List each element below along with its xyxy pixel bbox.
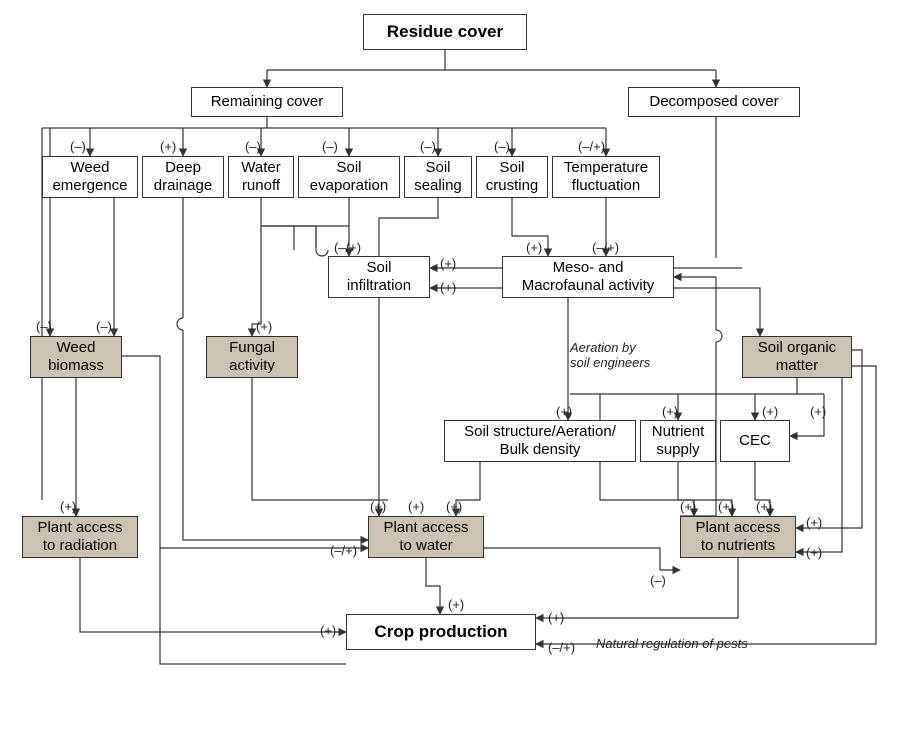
edge-label: (+) [662, 404, 678, 419]
edge-label: (+) [440, 280, 456, 295]
edge-label: (+) [448, 597, 464, 612]
edge-label: (+) [446, 499, 462, 514]
edge-label: (+) [806, 515, 822, 530]
node-plant-access-radiation: Plant accessto radiation [22, 516, 138, 558]
node-plant-access-water: Plant accessto water [368, 516, 484, 558]
edge-label: (+) [160, 139, 176, 154]
node-fungal-activity: Fungalactivity [206, 336, 298, 378]
edge-label: (–) [322, 139, 338, 154]
node-soil-structure: Soil structure/Aeration/Bulk density [444, 420, 636, 462]
node-decomposed-cover: Decomposed cover [628, 87, 800, 117]
edge-label: (–) [245, 139, 261, 154]
node-remaining-cover: Remaining cover [191, 87, 343, 117]
node-soil-crusting: Soilcrusting [476, 156, 548, 198]
edge-label: (+) [440, 256, 456, 271]
edge-label: (+) [806, 545, 822, 560]
edge-label: (+) [60, 499, 76, 514]
edge-label: (+) [320, 623, 336, 638]
edge-label: (–) [494, 139, 510, 154]
node-plant-access-nutrients: Plant accessto nutrients [680, 516, 796, 558]
edge-label: (–/+) [592, 240, 619, 255]
node-residue-cover: Residue cover [363, 14, 527, 50]
edge-label: (–) [420, 139, 436, 154]
edge-label: (–) [70, 139, 86, 154]
edge-label: (–/+) [578, 139, 605, 154]
node-weed-emergence: Weedemergence [42, 156, 138, 198]
node-deep-drainage: Deepdrainage [142, 156, 224, 198]
node-cec: CEC [720, 420, 790, 462]
edge-label: (+) [756, 499, 772, 514]
node-soil-evaporation: Soilevaporation [298, 156, 400, 198]
edge-label: (–/+) [330, 543, 357, 558]
annotation-aeration: Aeration bysoil engineers [570, 340, 650, 370]
edge-label: (+) [370, 499, 386, 514]
edge-label: (+) [548, 610, 564, 625]
node-mesofaunal-activity: Meso- andMacrofaunal activity [502, 256, 674, 298]
node-nutrient-supply: Nutrientsupply [640, 420, 716, 462]
node-soil-infiltration: Soilinfiltration [328, 256, 430, 298]
edge-label: (–) [650, 573, 666, 588]
edge-label: (+) [256, 319, 272, 334]
node-weed-biomass: Weedbiomass [30, 336, 122, 378]
edge-label: (+) [680, 499, 696, 514]
edge-label: (+) [408, 499, 424, 514]
annotation-pests: Natural regulation of pests [596, 636, 748, 651]
edge-label: (+) [762, 404, 778, 419]
edge-label: (+) [526, 240, 542, 255]
edge-label: (+) [810, 404, 826, 419]
node-soil-sealing: Soilsealing [404, 156, 472, 198]
edge-label: (–) [96, 319, 112, 334]
node-crop-production: Crop production [346, 614, 536, 650]
edge-label: (+) [718, 499, 734, 514]
edge-label: (–/+) [334, 240, 361, 255]
node-water-runoff: Waterrunoff [228, 156, 294, 198]
edge-label: (+) [556, 404, 572, 419]
edge-label: (–/+) [548, 640, 575, 655]
edge-label: (–) [36, 319, 52, 334]
node-temperature-fluctuation: Temperaturefluctuation [552, 156, 660, 198]
node-soil-organic-matter: Soil organicmatter [742, 336, 852, 378]
